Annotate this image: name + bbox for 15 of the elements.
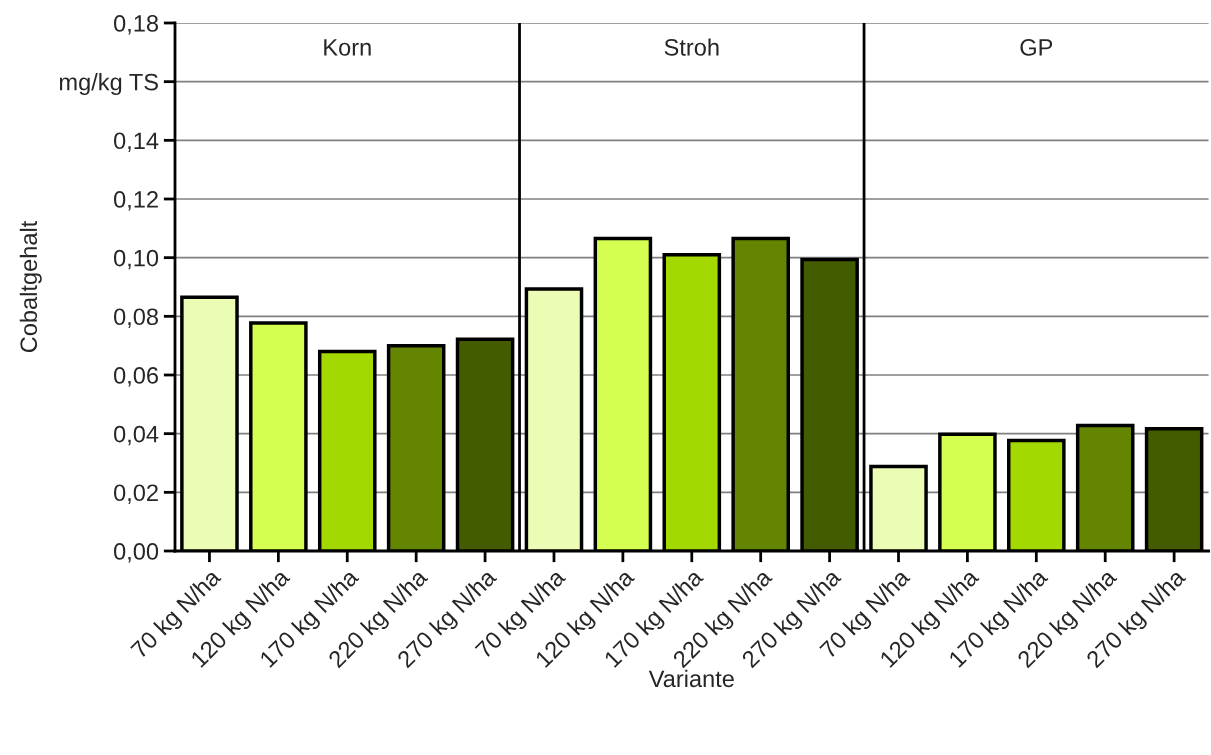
annotation: GP	[1020, 39, 1053, 56]
y-tick-label: 0,04	[114, 425, 159, 446]
annotation: Korn	[324, 39, 371, 56]
y-tick-label: 0,06	[114, 367, 158, 387]
y-tick-label: 0,08	[114, 308, 159, 328]
y-tick-label: 0,10	[114, 249, 159, 270]
y-tick-label: 0,00	[114, 543, 159, 563]
y-tick-label: 0,12	[114, 191, 158, 211]
y-tick-label: 0,02	[114, 484, 158, 504]
y-tick-label: mg/kg TS	[59, 73, 158, 96]
x-axis-title: Variante	[648, 669, 734, 688]
y-axis-title: Cobaltgehalt	[19, 220, 42, 353]
annotation: Stroh	[664, 38, 719, 56]
y-tick-label: 0,18	[114, 15, 159, 35]
y-tick-label: 0,14	[114, 132, 159, 152]
